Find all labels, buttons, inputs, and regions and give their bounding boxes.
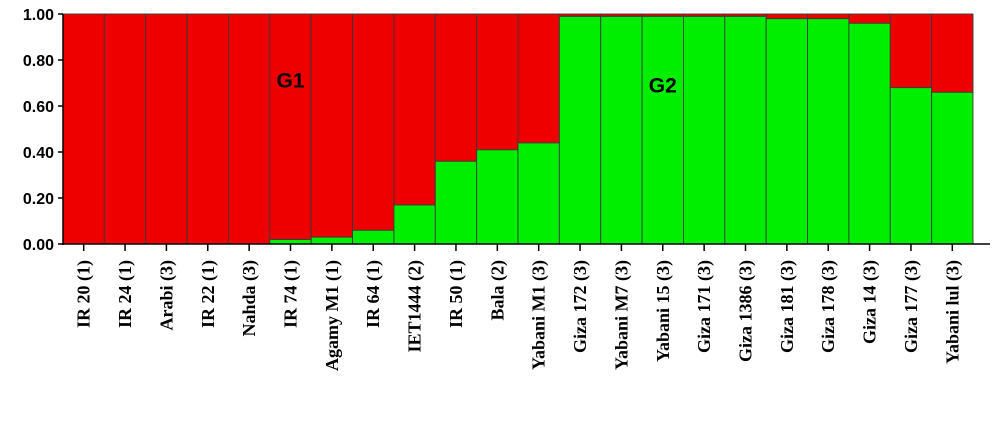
group-annotations: G1 G2 (276, 70, 676, 98)
bar-segment-red (434, 13, 478, 162)
y-tick-label: 0.80 (23, 53, 54, 70)
x-tick-label: Yabani M1 (3) (529, 260, 550, 370)
bar-segment-red (227, 13, 271, 245)
bar-segment-red (393, 13, 436, 206)
x-tick-label: Agamy M1 (1) (322, 260, 343, 371)
group-label-g1: G1 (276, 70, 304, 93)
bar-segment-red (848, 13, 891, 24)
bar-segment-red (186, 13, 229, 245)
bar-segment-green (517, 142, 560, 245)
x-tick-label: Nahda (3) (239, 260, 260, 337)
bar-segment-green (393, 204, 436, 245)
x-tick-label: IET1444 (2) (405, 260, 426, 353)
bar-segment-red (352, 13, 395, 231)
bar-segment-green (765, 18, 808, 245)
bar-segment-red (889, 13, 933, 89)
bars-layer (62, 13, 974, 245)
bar-segment-red (310, 13, 353, 238)
bar-segment-red (807, 13, 850, 20)
bar-segment-red (931, 13, 974, 93)
y-tick-label: 0.20 (23, 191, 54, 208)
bar-segment-green (848, 22, 891, 245)
x-tick-label: IR 22 (1) (198, 260, 219, 328)
x-tick-label: Giza 172 (3) (570, 260, 591, 353)
bar-segment-red (558, 13, 602, 17)
bar-segment-red (765, 13, 808, 20)
y-tick-label: 0.60 (23, 99, 54, 116)
bar-segment-green (724, 15, 767, 245)
bar-segment-green (641, 15, 684, 245)
bar-segment-green (600, 15, 643, 245)
bar-segment-red (724, 13, 767, 17)
x-tick-label: IR 20 (1) (74, 260, 95, 328)
y-tick-label: 0.00 (23, 237, 54, 254)
x-tick-label: Giza 177 (3) (901, 260, 922, 353)
x-tick-label: IR 50 (1) (446, 260, 467, 328)
y-axis: 0.00 0.20 0.40 0.60 0.80 1.00 (23, 7, 64, 254)
bar-segment-green (352, 229, 395, 245)
bar-segment-green (889, 87, 933, 245)
bar-segment-green (434, 160, 478, 245)
bar-segment-red (683, 13, 726, 17)
x-tick-label: Yabani 15 (3) (653, 260, 674, 362)
x-tick-label: Giza 14 (3) (860, 260, 881, 344)
x-tick-label: Giza 171 (3) (694, 260, 715, 353)
bar-segment-red (62, 13, 105, 245)
bar-segment-red (476, 13, 519, 151)
bar-segment-green (807, 18, 850, 245)
bar-segment-green (310, 236, 353, 245)
bar-segment-red (269, 13, 312, 240)
x-tick-label: Giza 178 (3) (818, 260, 839, 353)
x-tick-label: Yabani lul (3) (942, 260, 963, 364)
x-tick-label: IR 24 (1) (115, 260, 136, 328)
x-tick-label: Giza 181 (3) (777, 260, 798, 353)
x-tick-label: Giza 1386 (3) (736, 260, 757, 362)
x-tick-label: IR 74 (1) (281, 260, 302, 328)
bar-segment-red (600, 13, 643, 17)
x-axis: IR 20 (1) IR 24 (1) Arabi (3) IR 22 (1) Nahd… (62, 243, 990, 371)
x-tick-label: Bala (2) (487, 260, 508, 321)
x-tick-label: Arabi (3) (156, 260, 177, 331)
bar-segment-red (641, 13, 684, 17)
bar-segment-red (103, 13, 147, 245)
y-tick-label: 0.40 (23, 145, 54, 162)
bar-segment-green (558, 15, 602, 245)
bar-segment-red (145, 13, 188, 245)
bar-segment-red (517, 13, 560, 144)
bar-segment-green (683, 15, 726, 245)
x-tick-label: IR 64 (1) (363, 260, 384, 328)
x-tick-label: Yabani M7 (3) (611, 260, 632, 370)
bar-segment-green (476, 149, 519, 245)
group-label-g2: G2 (649, 74, 677, 97)
bar-segment-green (931, 91, 974, 245)
y-tick-label: 1.00 (23, 7, 54, 24)
